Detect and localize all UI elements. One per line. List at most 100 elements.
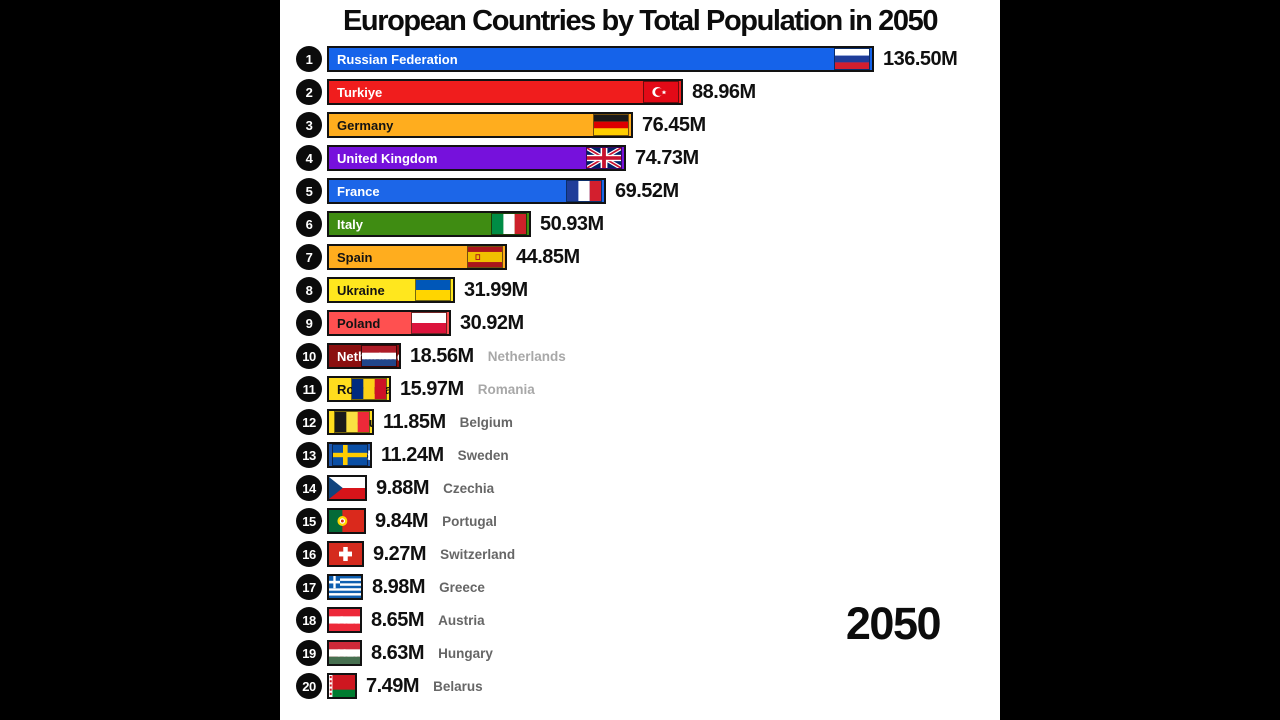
population-value-label: 136.50M	[883, 47, 958, 70]
population-bar: Portugal	[327, 508, 366, 534]
bar-row: 12 Belgium 11.85M Belgium	[280, 409, 1000, 435]
italy-flag-icon	[492, 214, 526, 234]
rank-number: 20	[302, 678, 316, 694]
country-name-ghost-label: Sweden	[457, 447, 509, 463]
bar-row: 7 Spain 44.85M	[280, 244, 1000, 270]
bar-row: 20 Belarus 7.49M Belarus	[280, 673, 1000, 699]
population-value-label: 31.99M	[464, 278, 528, 301]
rank-badge: 3	[296, 112, 322, 138]
rank-badge: 7	[296, 244, 322, 270]
population-value-label: 9.27M	[373, 542, 427, 565]
rank-number: 4	[305, 150, 313, 166]
austria-flag-icon	[329, 609, 360, 631]
population-value-label: 76.45M	[642, 113, 706, 136]
bar-row: 14 Czechia 9.88M Czechia	[280, 475, 1000, 501]
country-name-ghost-label: Belgium	[459, 414, 513, 430]
population-bar: France	[327, 178, 606, 204]
country-name-ghost-label: Austria	[438, 612, 485, 628]
rank-number: 14	[302, 480, 316, 496]
netherlands-flag-icon	[362, 346, 396, 366]
population-value-label: 30.92M	[460, 311, 524, 334]
country-name-label: Ukraine	[337, 282, 385, 298]
country-name-ghost-label: Belarus	[433, 678, 483, 694]
rank-badge: 13	[296, 442, 322, 468]
rank-badge: 18	[296, 607, 322, 633]
bar-row: 16 Switzerland 9.27M Switzerland	[280, 541, 1000, 567]
rank-badge: 1	[296, 46, 322, 72]
rank-badge: 20	[296, 673, 322, 699]
population-value-label: 9.84M	[375, 509, 429, 532]
population-bar: Ukraine	[327, 277, 455, 303]
switzerland-flag-icon	[329, 543, 362, 565]
population-bar: Belgium	[327, 409, 374, 435]
population-value-label: 44.85M	[516, 245, 580, 268]
country-name-label: Italy	[337, 216, 364, 232]
bar-row: 17 Greece 8.98M Greece	[280, 574, 1000, 600]
rank-number: 17	[302, 579, 316, 595]
bar-row: 8 Ukraine 31.99M	[280, 277, 1000, 303]
country-name-ghost-label: Netherlands	[487, 348, 566, 364]
rank-badge: 15	[296, 508, 322, 534]
population-value-label: 8.63M	[371, 641, 425, 664]
spain-flag-icon	[468, 247, 502, 267]
bar-row: 1 Russian Federation 136.50M	[280, 46, 1000, 72]
country-name-label: Turkiye	[337, 84, 383, 100]
rank-number: 1	[305, 51, 313, 67]
rank-number: 13	[302, 447, 316, 463]
rank-badge: 6	[296, 211, 322, 237]
year-label: 2050	[845, 598, 942, 649]
population-value-label: 88.96M	[692, 80, 756, 103]
population-bar: Romania	[327, 376, 391, 402]
population-bar: Belarus	[327, 673, 357, 699]
population-value-label: 11.24M	[381, 443, 444, 466]
belgium-flag-icon	[335, 412, 369, 432]
rank-number: 18	[302, 612, 316, 628]
rank-number: 2	[305, 84, 313, 100]
population-value-label: 7.49M	[366, 674, 420, 697]
romania-flag-icon	[352, 379, 386, 399]
population-bar: Switzerland	[327, 541, 364, 567]
turkiye-flag-icon	[644, 82, 678, 102]
rank-number: 10	[302, 348, 316, 364]
bar-row: 2 Turkiye 88.96M	[280, 79, 1000, 105]
country-name-ghost-label: Czechia	[443, 480, 495, 496]
rank-badge: 5	[296, 178, 322, 204]
country-name-ghost-label: Hungary	[438, 645, 493, 661]
rank-number: 6	[305, 216, 313, 232]
population-value-label: 69.52M	[615, 179, 679, 202]
bar-row: 11 Romania 15.97M Romania	[280, 376, 1000, 402]
rank-number: 8	[305, 282, 313, 298]
sweden-flag-icon	[333, 445, 367, 465]
belarus-flag-icon	[329, 675, 355, 697]
rank-number: 19	[302, 645, 316, 661]
rank-badge: 16	[296, 541, 322, 567]
rank-number: 9	[305, 315, 313, 331]
portugal-flag-icon	[329, 510, 364, 532]
bar-row: 9 Poland 30.92M	[280, 310, 1000, 336]
rank-number: 7	[305, 249, 313, 265]
bar-row: 19 Hungary 8.63M Hungary	[280, 640, 1000, 666]
population-bar: Greece	[327, 574, 363, 600]
rank-badge: 14	[296, 475, 322, 501]
bar-row: 10 Netherlands 18.56M Netherlands	[280, 343, 1000, 369]
population-bar: United Kingdom	[327, 145, 626, 171]
population-bar: Netherlands	[327, 343, 401, 369]
population-value-label: 8.65M	[371, 608, 425, 631]
country-name-ghost-label: Portugal	[442, 513, 497, 529]
country-name-label: Germany	[337, 117, 394, 133]
rank-badge: 11	[296, 376, 322, 402]
rank-number: 3	[305, 117, 313, 133]
rank-number: 16	[302, 546, 316, 562]
bar-row: 18 Austria 8.65M Austria	[280, 607, 1000, 633]
country-name-label: France	[337, 183, 380, 199]
russia-flag-icon	[835, 49, 869, 69]
population-bar: Sweden	[327, 442, 372, 468]
population-bar: Russian Federation	[327, 46, 874, 72]
population-value-label: 18.56M	[410, 344, 474, 367]
country-name-ghost-label: Romania	[477, 381, 535, 397]
hungary-flag-icon	[329, 642, 360, 664]
bar-row: 15 Portugal 9.84M Portugal	[280, 508, 1000, 534]
population-bar: Austria	[327, 607, 362, 633]
rank-badge: 2	[296, 79, 322, 105]
population-bar: Italy	[327, 211, 531, 237]
